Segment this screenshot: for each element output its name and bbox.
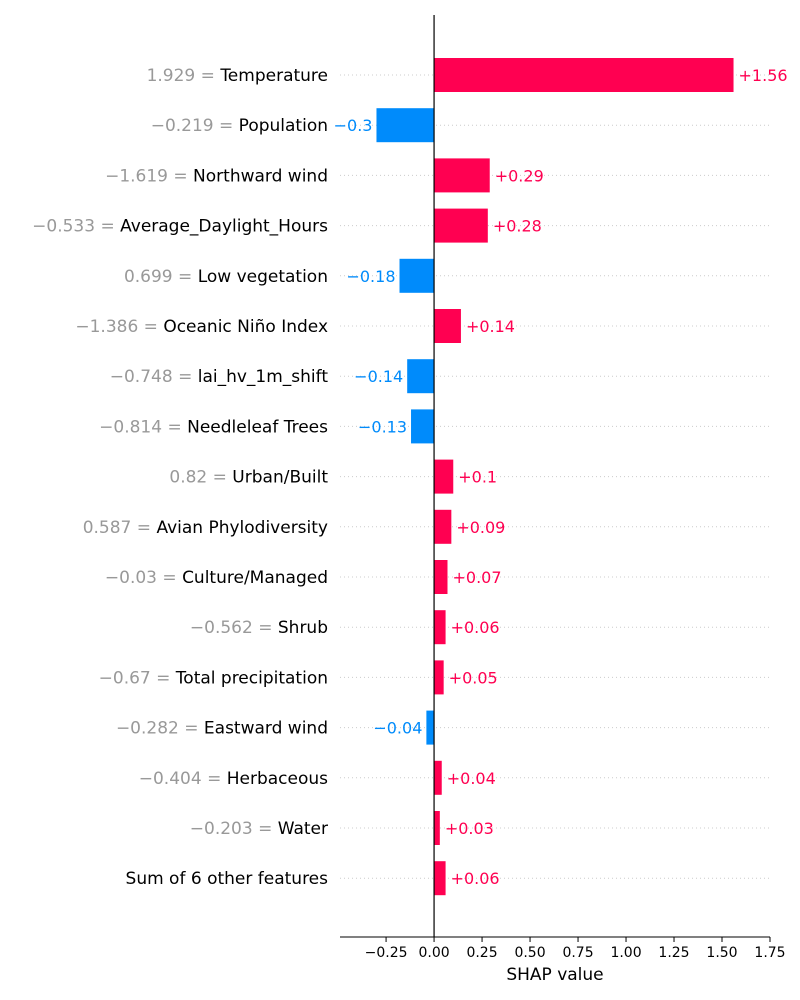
- feature-name-text: Water: [278, 819, 328, 839]
- feature-name-text: Average_Daylight_Hours: [120, 217, 328, 237]
- bar-8: [411, 409, 435, 444]
- value-label: +0.28: [493, 217, 542, 236]
- bar-7: [407, 359, 435, 394]
- bar-1: [434, 58, 734, 92]
- x-tick-label: 1.50: [706, 945, 737, 961]
- feature-value-text: 0.699 =: [124, 267, 198, 287]
- feature-label: −0.404 = Herbaceous: [139, 769, 328, 789]
- value-label: −0.18: [346, 267, 395, 286]
- bar-10: [434, 509, 452, 544]
- feature-value-text: −0.814 =: [99, 417, 187, 437]
- feature-label: −0.533 = Average_Daylight_Hours: [32, 217, 328, 237]
- value-label: +0.14: [466, 317, 515, 336]
- bar-5: [399, 258, 435, 293]
- feature-value-text: −0.67 =: [99, 668, 176, 688]
- value-label: −0.14: [354, 367, 403, 386]
- bar-6: [434, 309, 461, 343]
- feature-label: −0.562 = Shrub: [190, 618, 328, 638]
- feature-value-text: −0.282 =: [116, 719, 204, 739]
- feature-label: 0.699 = Low vegetation: [124, 267, 328, 287]
- x-tick-label: 0.25: [466, 945, 497, 961]
- feature-name-text: Urban/Built: [232, 468, 328, 488]
- feature-name-text: Population: [239, 116, 328, 136]
- value-label: +0.06: [451, 869, 500, 888]
- value-label: +0.1: [458, 468, 497, 487]
- feature-name-text: Avian Phylodiversity: [156, 518, 328, 538]
- grid-layer: [340, 74, 770, 879]
- bar-13: [434, 660, 444, 695]
- feature-name-text: Eastward wind: [204, 719, 328, 739]
- feature-label: −0.814 = Needleleaf Trees: [99, 417, 328, 437]
- feature-name-text: lai_hv_1m_shift: [198, 367, 329, 387]
- value-label: +0.03: [445, 819, 494, 838]
- bar-15: [434, 760, 442, 795]
- label-layer: 1.929 = Temperature +1.56 −0.219 = Populat…: [32, 66, 787, 889]
- feature-value-text: −0.562 =: [190, 618, 278, 638]
- feature-value-text: −1.619 =: [105, 166, 193, 186]
- value-label: +0.09: [456, 518, 505, 537]
- feature-name-text: Herbaceous: [227, 769, 328, 789]
- value-label: −0.04: [373, 719, 422, 738]
- feature-value-text: −0.03 =: [105, 568, 182, 588]
- feature-name-text: Oceanic Niño Index: [163, 317, 328, 337]
- feature-value-text: 0.82 =: [169, 468, 232, 488]
- feature-value-text: −1.386 =: [75, 317, 163, 337]
- feature-value-text: −0.748 =: [110, 367, 198, 387]
- feature-label: −1.386 = Oceanic Niño Index: [75, 317, 328, 337]
- bar-4: [434, 208, 488, 243]
- value-label: +0.29: [495, 166, 544, 185]
- feature-label: −0.67 = Total precipitation: [99, 668, 328, 688]
- x-axis: −0.25 0.00 0.25 0.50 0.75 1.00 1.25 1.50 1.75: [340, 936, 786, 961]
- x-tick-label: 0.75: [562, 945, 593, 961]
- x-tick-label: 1.25: [658, 945, 689, 961]
- x-tick-label: 1.75: [754, 945, 785, 961]
- value-label: +0.07: [453, 568, 502, 587]
- value-label: +1.56: [739, 66, 788, 85]
- feature-name-text: Culture/Managed: [182, 568, 328, 588]
- x-tick-label: −0.25: [365, 945, 408, 961]
- bar-14: [426, 710, 435, 745]
- x-tick-label: 0.00: [418, 945, 449, 961]
- bar-16: [434, 811, 440, 845]
- feature-name-text: Total precipitation: [175, 668, 328, 688]
- feature-name-text: Low vegetation: [198, 267, 328, 287]
- bar-2: [376, 108, 435, 143]
- feature-label: −0.748 = lai_hv_1m_shift: [110, 367, 329, 387]
- feature-name-text: Temperature: [219, 66, 328, 86]
- feature-label: Sum of 6 other features: [126, 869, 329, 889]
- value-label: −0.3: [334, 116, 373, 135]
- value-label: +0.05: [449, 668, 498, 687]
- bar-11: [434, 560, 448, 594]
- feature-name-text: Needleleaf Trees: [187, 417, 328, 437]
- feature-value-text: 1.929 =: [147, 66, 221, 86]
- feature-label: 0.587 = Avian Phylodiversity: [83, 518, 328, 538]
- bar-9: [434, 459, 454, 494]
- feature-name-text: Shrub: [278, 618, 328, 638]
- feature-value-text: 0.587 =: [83, 518, 157, 538]
- feature-label: 1.929 = Temperature: [147, 66, 328, 86]
- feature-value-text: −0.533 =: [32, 217, 120, 237]
- bar-layer: [376, 58, 734, 896]
- feature-name-text: Sum of 6 other features: [126, 869, 329, 889]
- bar-3: [434, 158, 490, 193]
- feature-label: −0.203 = Water: [190, 819, 328, 839]
- feature-name-text: Northward wind: [193, 166, 328, 186]
- x-tick-label: 1.00: [610, 945, 641, 961]
- feature-label: 0.82 = Urban/Built: [169, 468, 328, 488]
- bar-12: [434, 610, 446, 645]
- feature-value-text: −0.219 =: [151, 116, 239, 136]
- value-label: −0.13: [358, 417, 407, 436]
- value-label: +0.04: [447, 769, 496, 788]
- feature-value-text: −0.404 =: [139, 769, 227, 789]
- bar-17: [434, 861, 446, 896]
- x-axis-title: SHAP value: [506, 965, 603, 985]
- feature-label: −0.282 = Eastward wind: [116, 719, 328, 739]
- feature-label: −0.03 = Culture/Managed: [105, 568, 328, 588]
- feature-label: −0.219 = Population: [151, 116, 328, 136]
- value-label: +0.06: [451, 618, 500, 637]
- feature-label: −1.619 = Northward wind: [105, 166, 328, 186]
- feature-value-text: −0.203 =: [190, 819, 278, 839]
- x-tick-label: 0.50: [514, 945, 545, 961]
